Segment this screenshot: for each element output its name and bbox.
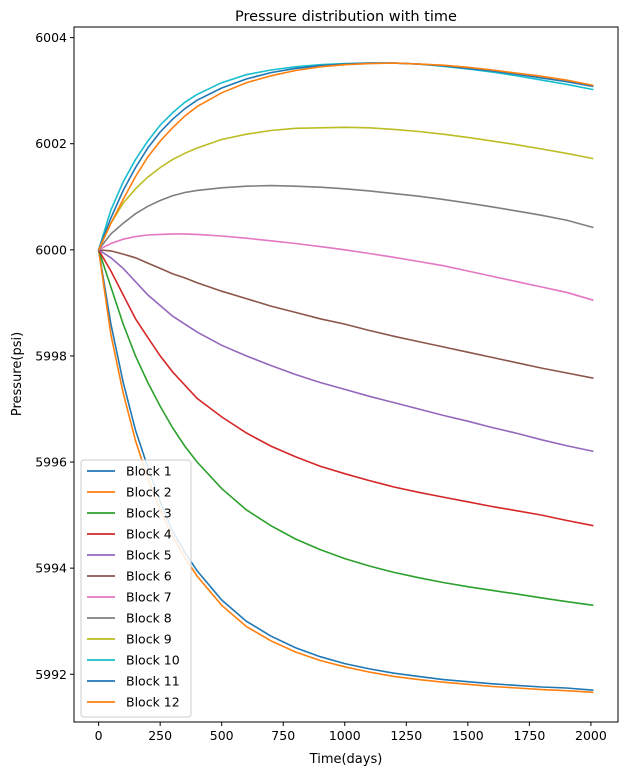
- y-tick-label: 5992: [35, 667, 67, 682]
- x-tick-label: 250: [148, 728, 172, 743]
- x-tick-label: 0: [95, 728, 103, 743]
- series-line-block-12: [97, 62, 594, 251]
- series-line-block-4: [97, 249, 594, 527]
- series-line-block-6: [98, 249, 594, 379]
- y-tick-label: 5994: [35, 561, 67, 576]
- series-line-block-7: [98, 233, 594, 301]
- x-tick-label: 750: [271, 728, 295, 743]
- y-tick-label: 5998: [35, 348, 67, 363]
- legend-label: Block 7: [126, 590, 172, 605]
- x-axis-ticks: 0 250 500 750 1000 1250 1500 1750 2000: [95, 722, 607, 743]
- series-line-block-10: [97, 62, 594, 251]
- legend-label: Block 3: [126, 506, 172, 521]
- legend-label: Block 8: [126, 611, 172, 626]
- plot-frame: [73, 26, 619, 723]
- series-line-block-5: [98, 249, 594, 453]
- legend-box: [80, 459, 192, 718]
- y-tick-label: 6000: [35, 242, 67, 257]
- legend-label: Block 1: [126, 464, 172, 479]
- x-tick-label: 1000: [329, 728, 361, 743]
- x-tick-label: 1750: [513, 728, 545, 743]
- legend-label: Block 10: [126, 653, 180, 668]
- chart-title: Pressure distribution with time: [235, 9, 457, 25]
- y-tick-label: 6002: [35, 136, 67, 151]
- x-tick-label: 2000: [575, 728, 607, 743]
- x-tick-label: 500: [210, 728, 234, 743]
- legend-label: Block 11: [126, 674, 180, 689]
- series-line-block-11: [97, 62, 594, 251]
- legend-label: Block 4: [126, 527, 172, 542]
- x-tick-label: 1500: [452, 728, 484, 743]
- series-line-block-8: [97, 184, 594, 251]
- legend: Block 1 Block 2 Block 3 Block 4 Block 5 Block…: [80, 459, 192, 718]
- x-tick-label: 1250: [390, 728, 422, 743]
- legend-label: Block 6: [126, 569, 172, 584]
- series-line-block-9: [97, 126, 594, 251]
- y-tick-label: 5996: [35, 455, 67, 470]
- legend-label: Block 12: [126, 695, 180, 710]
- legend-label: Block 5: [126, 548, 172, 563]
- legend-label: Block 9: [126, 632, 172, 647]
- y-tick-label: 6004: [35, 30, 67, 45]
- y-axis-label: Pressure(psi): [10, 332, 25, 416]
- legend-label: Block 2: [126, 485, 172, 500]
- x-axis-label: Time(days): [309, 752, 383, 767]
- series-line-block-3: [97, 249, 594, 607]
- y-axis-ticks: 5992 5994 5996 5998 6000 6002 6004: [35, 30, 74, 682]
